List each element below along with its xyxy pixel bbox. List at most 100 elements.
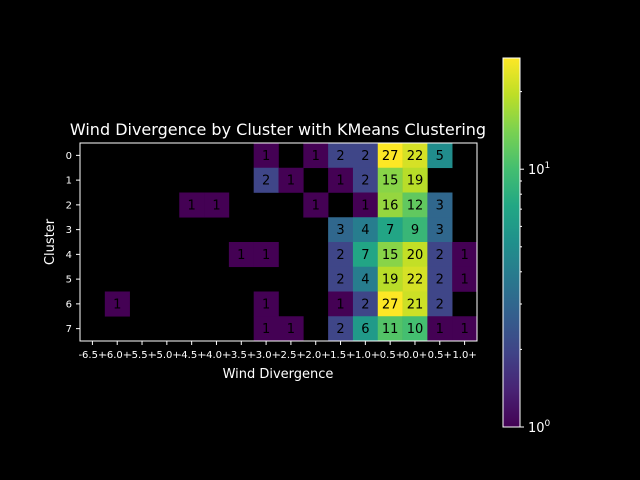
heatmap-cell <box>377 167 403 193</box>
heatmap-cell <box>402 316 428 342</box>
colorbar-tick-label: 100 <box>528 419 551 436</box>
x-axis-ticks: -6.5+-6.0+-5.5+-5.0+-4.5+-4.0+-3.5+-3.0+… <box>78 341 477 361</box>
heatmap-cell <box>253 143 279 169</box>
heatmap-cell <box>352 192 379 218</box>
colorbar <box>502 57 521 428</box>
cell-value-label: 10 <box>407 322 424 337</box>
cell-value-label: 1 <box>212 198 220 213</box>
cell-value-label: 1 <box>336 297 344 312</box>
x-tick-label: 1.0+ <box>452 350 476 361</box>
heatmap-cell <box>253 316 279 342</box>
heatmap-cell <box>352 266 379 292</box>
heatmap-cell <box>204 192 230 218</box>
y-axis-label: Cluster <box>43 218 58 265</box>
x-tick-label: -1.0+ <box>351 350 379 361</box>
cell-value-label: 9 <box>411 223 419 238</box>
y-tick-label: 7 <box>66 324 72 335</box>
heatmap-cell <box>402 242 428 268</box>
heatmap-cell <box>427 266 453 292</box>
heatmap-cell <box>377 217 403 243</box>
heatmap-cell <box>328 291 354 317</box>
plot-frame <box>79 142 478 342</box>
cell-value-label: 11 <box>382 322 399 337</box>
cell-value-label: 2 <box>361 149 369 164</box>
cell-value-label: 27 <box>382 297 399 312</box>
heatmap-cell <box>328 143 354 169</box>
cell-value-label: 6 <box>361 322 369 337</box>
heatmap-cell <box>452 242 478 268</box>
x-tick-label: -4.5+ <box>178 350 206 361</box>
heatmap-cell <box>402 217 428 243</box>
heatmap-cell <box>452 266 478 292</box>
cell-value-label: 2 <box>361 297 369 312</box>
x-tick-label: -1.5+ <box>327 350 355 361</box>
cell-value-label: 19 <box>382 273 399 288</box>
heatmap-cell <box>352 217 379 243</box>
cell-value-label: 1 <box>287 174 295 189</box>
x-tick-label: -0.5+ <box>376 350 404 361</box>
heatmap-cell <box>303 143 329 169</box>
cell-value-label: 16 <box>382 198 399 213</box>
cell-value-label: 19 <box>407 174 424 189</box>
heatmap-cell <box>253 291 279 317</box>
cell-value-label: 22 <box>407 149 424 164</box>
heatmap-cell <box>328 266 354 292</box>
cell-value-label: 22 <box>407 273 424 288</box>
heatmap-cell <box>228 242 254 268</box>
heatmap-cell <box>253 167 279 193</box>
cell-value-label: 2 <box>436 248 444 263</box>
cell-value-label: 1 <box>188 198 196 213</box>
y-tick-label: 4 <box>66 250 72 261</box>
heatmap-cell <box>278 316 304 342</box>
y-tick-label: 1 <box>66 176 72 187</box>
x-tick-label: -5.5+ <box>128 350 156 361</box>
heatmap-cell <box>179 192 205 218</box>
heatmap-cells: 1 1 2 2 27 22 52 1 1 2 15 191 1 1 1 16 12 33 4 7 9 31 1 2 7 15 20 2… <box>104 143 478 342</box>
heatmap-cell <box>352 291 379 317</box>
cell-value-label: 3 <box>436 198 444 213</box>
x-tick-label: 0.0+ <box>403 350 427 361</box>
heatmap-cell <box>377 291 403 317</box>
chart-title: Wind Divergence by Cluster with KMeans C… <box>70 120 486 139</box>
x-tick-label: -5.0+ <box>153 350 181 361</box>
cell-value-label: 21 <box>407 297 424 312</box>
cell-value-label: 2 <box>361 174 369 189</box>
heatmap-cell <box>303 192 329 218</box>
cell-value-label: 4 <box>361 273 369 288</box>
colorbar-tick-label: 101 <box>528 161 550 178</box>
heatmap-cell <box>427 217 453 243</box>
y-tick-label: 5 <box>66 275 72 286</box>
cell-value-label: 1 <box>237 248 245 263</box>
cell-value-label: 20 <box>407 248 424 263</box>
cell-value-label: 5 <box>436 149 444 164</box>
x-tick-label: 0.5+ <box>428 350 452 361</box>
heatmap-cell <box>377 316 403 342</box>
cell-value-label: 1 <box>312 198 320 213</box>
heatmap-cell <box>352 143 379 169</box>
heatmap-cell <box>402 291 428 317</box>
y-tick-label: 2 <box>66 200 72 211</box>
y-tick-label: 3 <box>66 225 72 236</box>
cell-value-label: 12 <box>407 198 424 213</box>
cell-value-label: 1 <box>262 149 270 164</box>
heatmap-cell <box>328 316 354 342</box>
x-tick-label: -6.0+ <box>103 350 131 361</box>
heatmap-cell <box>352 242 379 268</box>
heatmap-cell <box>328 217 354 243</box>
heatmap-cell <box>377 242 403 268</box>
heatmap-cell <box>427 143 453 169</box>
x-tick-label: -6.5+ <box>78 350 106 361</box>
heatmap-cell <box>402 192 428 218</box>
cell-value-label: 1 <box>460 273 468 288</box>
x-tick-label: -2.0+ <box>302 350 330 361</box>
heatmap-cell <box>427 192 453 218</box>
cell-value-label: 2 <box>336 149 344 164</box>
cell-value-label: 2 <box>436 273 444 288</box>
cell-value-label: 2 <box>436 297 444 312</box>
cell-value-label: 3 <box>436 223 444 238</box>
x-tick-label: -2.5+ <box>277 350 305 361</box>
cell-value-label: 27 <box>382 149 399 164</box>
cell-value-label: 15 <box>382 174 399 189</box>
x-axis-label: Wind Divergence <box>223 367 334 382</box>
